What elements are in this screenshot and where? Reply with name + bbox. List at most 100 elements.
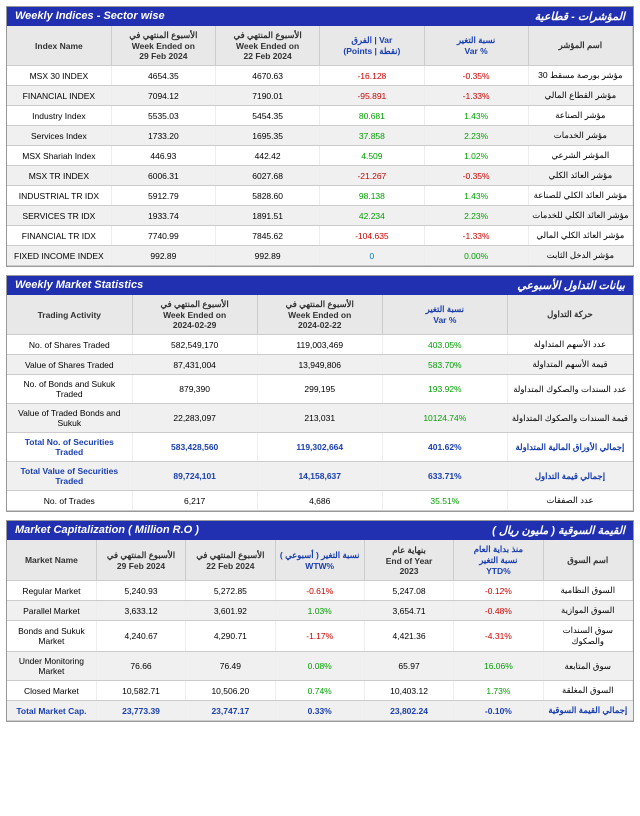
- col-market-ar: اسم السوق: [543, 540, 632, 581]
- cap-section: Market Capitalization ( Million R.O ) ال…: [6, 520, 634, 722]
- cell-w2: 299,195: [257, 375, 382, 404]
- table-row: MSX Shariah Index 446.93 442.42 4.509 1.…: [7, 146, 633, 166]
- cell-pct: 1.43%: [424, 106, 528, 126]
- cell-name: MSX TR INDEX: [7, 166, 111, 186]
- cell-ytd: 1.73%: [454, 681, 543, 701]
- table-row: Bonds and Sukuk Market 4,240.67 4,290.71…: [7, 621, 633, 652]
- cell-w2: 7845.62: [216, 226, 320, 246]
- col-week2: الأسبوع المنتهي فيWeek Ended on22 Feb 20…: [216, 26, 320, 66]
- table-row: Total Value of Securities Traded 89,724,…: [7, 462, 633, 491]
- cell-w1: 10,582.71: [96, 681, 185, 701]
- cell-w2: 213,031: [257, 404, 382, 433]
- table-row: Parallel Market 3,633.12 3,601.92 1.03% …: [7, 601, 633, 621]
- cell-w1: 87,431,004: [132, 355, 257, 375]
- cell-pct: 1.02%: [424, 146, 528, 166]
- cell-name: MSX Shariah Index: [7, 146, 111, 166]
- cell-w2: 992.89: [216, 246, 320, 266]
- indices-title-en: Weekly Indices - Sector wise: [15, 10, 165, 23]
- cell-w1: 879,390: [132, 375, 257, 404]
- cell-pts: 80.681: [320, 106, 424, 126]
- cell-market: Parallel Market: [7, 601, 96, 621]
- cell-activity: No. of Shares Traded: [7, 335, 132, 355]
- cell-activity: No. of Trades: [7, 491, 132, 511]
- cell-activity-ar: عدد الأسهم المتداولة: [507, 335, 632, 355]
- cell-pts: 4.509: [320, 146, 424, 166]
- cell-wtw: -1.17%: [275, 621, 364, 652]
- cell-pts: -104.635: [320, 226, 424, 246]
- cell-wtw: 1.03%: [275, 601, 364, 621]
- col-activity: Trading Activity: [7, 295, 132, 335]
- table-row: Regular Market 5,240.93 5,272.85 -0.61% …: [7, 581, 633, 601]
- cell-w1: 5912.79: [111, 186, 215, 206]
- cell-w2: 7190.01: [216, 86, 320, 106]
- cell-activity-ar: عدد الصفقات: [507, 491, 632, 511]
- col-week1: الأسبوع المنتهي فيWeek Ended on29 Feb 20…: [111, 26, 215, 66]
- cell-pts: 98.138: [320, 186, 424, 206]
- table-row: Industry Index 5535.03 5454.35 80.681 1.…: [7, 106, 633, 126]
- cell-market: Bonds and Sukuk Market: [7, 621, 96, 652]
- table-row: No. of Trades 6,217 4,686 35.51% عدد الص…: [7, 491, 633, 511]
- cell-market: Closed Market: [7, 681, 96, 701]
- indices-section: Weekly Indices - Sector wise المؤشرات - …: [6, 6, 634, 267]
- cell-w1: 3,633.12: [96, 601, 185, 621]
- cell-w1: 4654.35: [111, 66, 215, 86]
- cell-pct: -0.35%: [424, 66, 528, 86]
- cell-wtw: -0.61%: [275, 581, 364, 601]
- cell-activity: Total Value of Securities Traded: [7, 462, 132, 491]
- cell-wtw: 0.33%: [275, 701, 364, 721]
- cell-pct: 2.23%: [424, 206, 528, 226]
- col-week1: الأسبوع المنتهي فيWeek Ended on2024-02-2…: [132, 295, 257, 335]
- cell-w2: 23,747.17: [186, 701, 275, 721]
- cell-wtw: 0.74%: [275, 681, 364, 701]
- table-row: FINANCIAL INDEX 7094.12 7190.01 -95.891 …: [7, 86, 633, 106]
- cell-pts: 42.234: [320, 206, 424, 226]
- cell-market: Under Monitoring Market: [7, 652, 96, 681]
- table-row: INDUSTRIAL TR IDX 5912.79 5828.60 98.138…: [7, 186, 633, 206]
- cell-market-ar: إجمالي القيمة السوقية: [543, 701, 632, 721]
- stats-table: Trading Activity الأسبوع المنتهي فيWeek …: [7, 295, 633, 511]
- cell-w2: 119,003,469: [257, 335, 382, 355]
- cell-w2: 5,272.85: [186, 581, 275, 601]
- cell-name: FINANCIAL TR IDX: [7, 226, 111, 246]
- col-index-name: Index Name: [7, 26, 111, 66]
- cell-wtw: 0.08%: [275, 652, 364, 681]
- table-row: MSX TR INDEX 6006.31 6027.68 -21.267 -0.…: [7, 166, 633, 186]
- cell-name-ar: مؤشر العائد الكلي للخدمات: [528, 206, 632, 226]
- cell-w2: 13,949,806: [257, 355, 382, 375]
- table-row: Under Monitoring Market 76.66 76.49 0.08…: [7, 652, 633, 681]
- cell-market-ar: السوق النظامية: [543, 581, 632, 601]
- cell-market: Regular Market: [7, 581, 96, 601]
- cell-var: 10124.74%: [382, 404, 507, 433]
- cell-eoy: 23,802.24: [364, 701, 453, 721]
- col-var-pct: نسبة التغيرVar %: [424, 26, 528, 66]
- cell-name: MSX 30 INDEX: [7, 66, 111, 86]
- cell-activity-ar: إجمالي قيمة التداول: [507, 462, 632, 491]
- table-row: No. of Bonds and Sukuk Traded 879,390 29…: [7, 375, 633, 404]
- cell-w1: 5,240.93: [96, 581, 185, 601]
- table-row: Services Index 1733.20 1695.35 37.858 2.…: [7, 126, 633, 146]
- cell-name: FIXED INCOME INDEX: [7, 246, 111, 266]
- cell-market: Total Market Cap.: [7, 701, 96, 721]
- cell-w1: 7740.99: [111, 226, 215, 246]
- cell-w1: 583,428,560: [132, 433, 257, 462]
- stats-section: Weekly Market Statistics بيانات التداول …: [6, 275, 634, 512]
- cell-name: Industry Index: [7, 106, 111, 126]
- cell-w2: 76.49: [186, 652, 275, 681]
- cell-var: 403.05%: [382, 335, 507, 355]
- cell-name-ar: مؤشر العائد الكلي للصناعة: [528, 186, 632, 206]
- cell-ytd: 16.06%: [454, 652, 543, 681]
- stats-banner: Weekly Market Statistics بيانات التداول …: [7, 276, 633, 295]
- col-week2: الأسبوع المنتهي فيWeek Ended on2024-02-2…: [257, 295, 382, 335]
- cell-var: 633.71%: [382, 462, 507, 491]
- cell-name: FINANCIAL INDEX: [7, 86, 111, 106]
- cell-pts: 37.858: [320, 126, 424, 146]
- cell-pct: 2.23%: [424, 126, 528, 146]
- table-row: SERVICES TR IDX 1933.74 1891.51 42.234 2…: [7, 206, 633, 226]
- table-row: Total Market Cap. 23,773.39 23,747.17 0.…: [7, 701, 633, 721]
- cell-w2: 4670.63: [216, 66, 320, 86]
- cell-var: 193.92%: [382, 375, 507, 404]
- cell-pts: -16.128: [320, 66, 424, 86]
- cell-pts: -21.267: [320, 166, 424, 186]
- cell-eoy: 3,654.71: [364, 601, 453, 621]
- cell-w2: 5454.35: [216, 106, 320, 126]
